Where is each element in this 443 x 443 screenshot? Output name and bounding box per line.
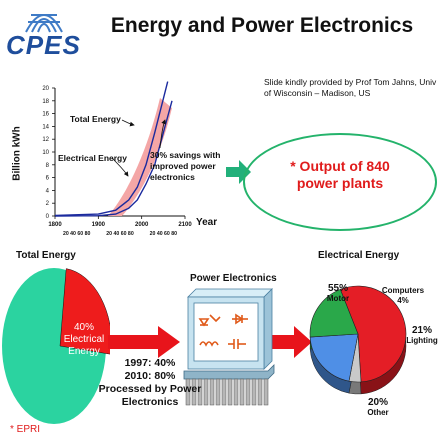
x-tick-label: 1900 [92, 222, 106, 228]
power-electronics-module-icon [183, 288, 275, 406]
heatsink-fin [239, 378, 245, 406]
heatsink-fin [221, 378, 227, 406]
motor-percent: 55% [327, 283, 348, 294]
red-arrow-right [270, 326, 312, 358]
y-tick-label: 6 [46, 176, 50, 182]
computers-label: Computers 4% [378, 286, 428, 306]
total-energy-pointer [121, 119, 135, 127]
heatsink-fin [197, 378, 203, 406]
lighting-percent: 21% [411, 325, 432, 336]
x-axis-label: Year [196, 217, 218, 228]
electrical-slice [59, 268, 110, 355]
y-tick-label: 16 [42, 112, 49, 118]
stat-processed-line1: Processed by Power [98, 383, 202, 395]
slice-motor [339, 285, 407, 383]
motor-label: 55% Motor [318, 284, 358, 304]
electrical-slice-label: 40% Electrical Energy [62, 322, 106, 358]
x-tick-label: 2000 [135, 222, 149, 228]
heatsink-fin [233, 378, 239, 406]
power-electronics-title: Power Electronics [190, 273, 277, 284]
y-tick-label: 2 [46, 201, 50, 207]
source-footnote: * EPRI [10, 424, 41, 435]
electrical-energy-pie [309, 285, 407, 395]
heatsink-fin [245, 378, 251, 406]
slice-lighting [309, 333, 359, 382]
cpes-logo: CPES [6, 30, 81, 60]
red-arrow-left [108, 326, 180, 358]
electrical-energy-pointer [111, 157, 129, 177]
y-tick-label: 4 [46, 188, 50, 194]
lighting-name: Lighting [406, 336, 438, 345]
electrical-energy-title: Electrical Energy [318, 250, 400, 261]
total-energy-pie [2, 268, 110, 424]
heatsink-fin [215, 378, 221, 406]
heatsink-fin [257, 378, 263, 406]
heatsink-fin [203, 378, 209, 406]
savings-pointer [159, 119, 166, 149]
stat-1997: 1997: 40% [124, 357, 176, 369]
computers-name: Computers [381, 286, 425, 295]
y-tick-label: 14 [42, 124, 49, 130]
stat-processed-line2: Electronics [121, 396, 179, 408]
slice-label-word2: Energy [68, 346, 100, 357]
motor-name: Motor [326, 294, 350, 303]
heatsink-fin [191, 378, 197, 406]
heatsink-fin [209, 378, 215, 406]
power-plants-callout [243, 133, 437, 231]
y-tick-label: 10 [42, 150, 49, 156]
power-plants-text: * Output of 840 power plants [243, 158, 437, 192]
y-tick-label: 12 [42, 137, 49, 143]
lighting-label: 21% Lighting [402, 326, 442, 346]
heatsink-fin [185, 378, 191, 406]
heatsink-fin [263, 378, 269, 406]
y-tick-label: 8 [46, 163, 50, 169]
other-label: 20% Other [358, 398, 398, 418]
x-minor-tick-label: 20 40 60 80 [106, 231, 134, 237]
annotation-total-energy: Total Energy [70, 114, 121, 124]
stat-2010: 2010: 80% [124, 370, 176, 382]
computers-percent: 4% [397, 296, 409, 305]
heatsink-fin [227, 378, 233, 406]
x-minor-tick-label: 20 40 60 80 [150, 231, 178, 237]
y-tick-label: 20 [42, 86, 49, 92]
processing-stats: 1997: 40% 2010: 80% Processed by Power E… [85, 357, 215, 409]
other-percent: 20% [367, 397, 388, 408]
other-name: Other [367, 408, 389, 417]
slice-label-word1: Electrical [63, 334, 105, 345]
cpes-logo-globe-icon [25, 14, 63, 33]
slice-label-percent: 40% [73, 322, 94, 333]
callout-line-1: * Output of 840 [290, 158, 390, 174]
slice-other [309, 288, 359, 338]
y-axis-label: Billion kWh [11, 126, 23, 181]
annotation-electrical-energy: Electrical Energy [58, 153, 127, 163]
annotation-savings: 30% savings with improved power electron… [150, 150, 221, 182]
y-tick-label: 0 [46, 214, 50, 220]
y-tick-label: 18 [42, 99, 49, 105]
series-line-total-energy [54, 81, 169, 217]
credit-note: Slide kindly provided by Prof Tom Jahns,… [264, 77, 437, 98]
heatsink-fin [251, 378, 257, 406]
x-minor-tick-label: 20 40 60 80 [63, 231, 91, 237]
x-tick-label: 2100 [178, 222, 192, 228]
x-tick-label: 1800 [48, 222, 62, 228]
callout-line-2: power plants [296, 175, 384, 191]
total-energy-title: Total Energy [16, 250, 76, 261]
page-title: Energy and Power Electronics [110, 14, 414, 37]
